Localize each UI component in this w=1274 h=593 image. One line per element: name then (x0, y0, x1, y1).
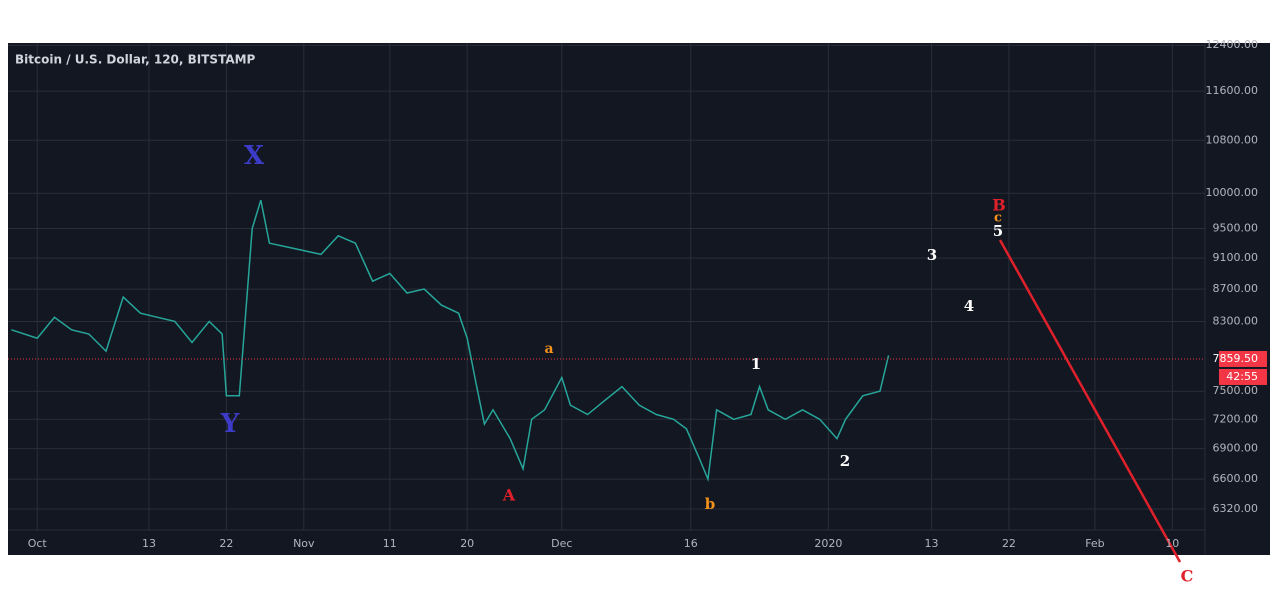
countdown-box (1219, 368, 1267, 385)
wave-label: 3 (927, 246, 937, 264)
wave-label: X (244, 141, 265, 171)
x-tick-label: 13 (925, 537, 939, 550)
x-tick-label: Feb (1085, 537, 1104, 550)
wave-label: A (502, 486, 516, 505)
price-line (11, 199, 890, 483)
wave-label: 5 (993, 222, 1003, 240)
y-tick-label: 12400.00 (1206, 38, 1259, 51)
wave-label: a (544, 341, 553, 357)
x-tick-label: 16 (684, 537, 698, 550)
y-tick-label: 11600.00 (1206, 84, 1259, 97)
x-tick-label: Dec (551, 537, 572, 550)
x-tick-label: 13 (142, 537, 156, 550)
x-tick-label: Nov (293, 537, 315, 550)
projection-line (998, 239, 1182, 563)
chart-title: Bitcoin / U.S. Dollar, 120, BITSTAMP (15, 53, 256, 67)
x-tick-label: 10 (1165, 537, 1179, 550)
y-tick-label: 8700.00 (1213, 282, 1259, 295)
current-price-label: 7859.50 (1213, 352, 1259, 365)
wave-label: B (992, 196, 1006, 215)
current-price-box (1219, 350, 1267, 367)
y-tick-label: 10000.00 (1206, 186, 1259, 199)
wave-label: 4 (964, 297, 974, 315)
y-tick-label: 7200.00 (1213, 412, 1259, 425)
y-tick-label: 9500.00 (1213, 222, 1259, 235)
wave-label: b (705, 495, 716, 513)
x-tick-label: 22 (1002, 537, 1016, 550)
y-tick-label: 10800.00 (1206, 133, 1259, 146)
wave-label: 1 (751, 355, 761, 373)
y-tick-label: 6900.00 (1213, 442, 1259, 455)
y-tick-label: 6600.00 (1213, 472, 1259, 485)
wave-label: Y (220, 409, 240, 439)
x-tick-label: 2020 (814, 537, 842, 550)
y-tick-label: 8300.00 (1213, 314, 1259, 327)
countdown-label: 42:55 (1226, 370, 1258, 383)
y-tick-label: 6320.00 (1213, 502, 1259, 515)
x-tick-label: 11 (383, 537, 397, 550)
y-tick-label: 7500.00 (1213, 384, 1259, 397)
wave-label: C (1181, 567, 1194, 586)
wave-label: c (994, 211, 1002, 226)
y-tick-label: 9100.00 (1213, 251, 1259, 264)
chart-background (8, 43, 1270, 555)
x-tick-label: 20 (460, 537, 474, 550)
x-tick-label: Oct (28, 537, 48, 550)
x-tick-label: 22 (219, 537, 233, 550)
wave-label: 2 (840, 452, 850, 470)
